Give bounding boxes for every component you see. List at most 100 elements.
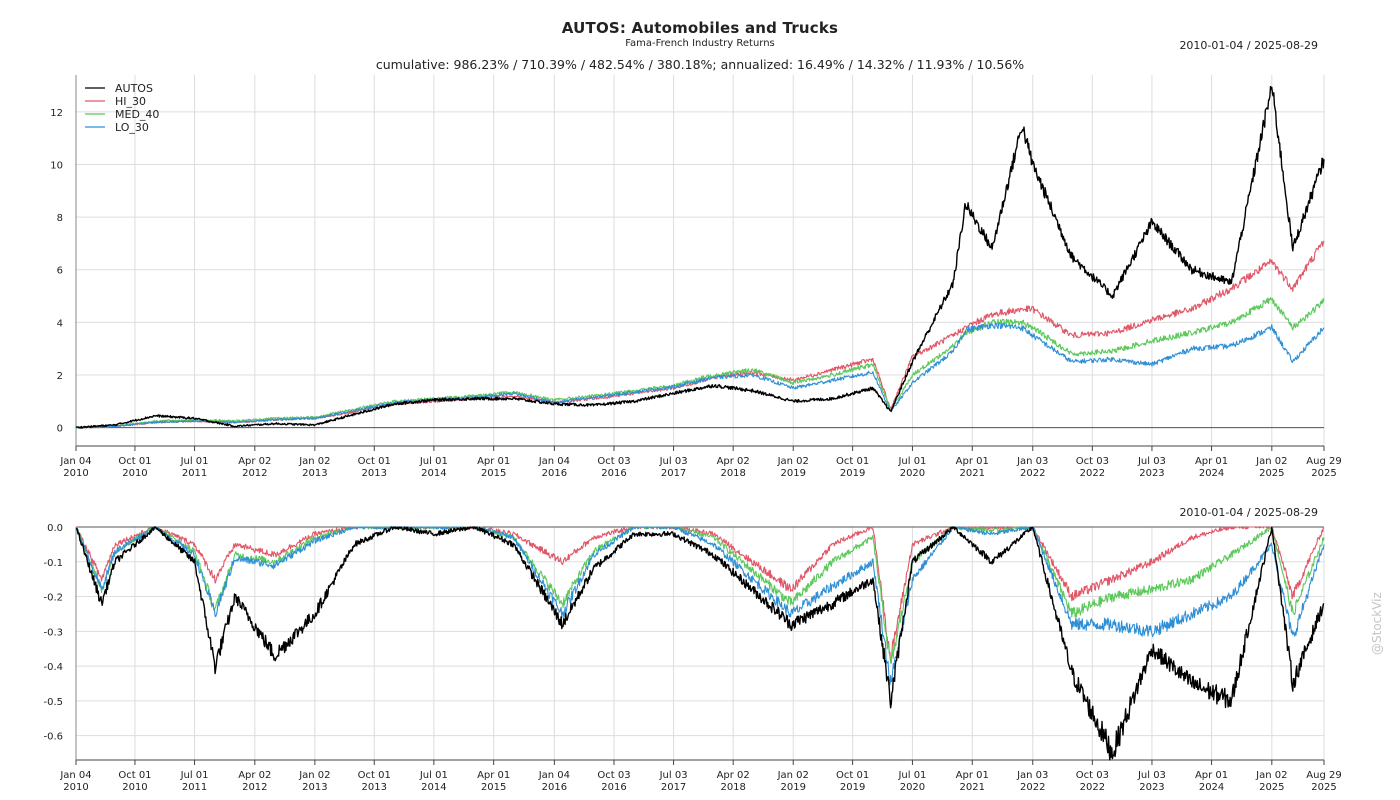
- x-tick-year-label: 2011: [182, 468, 207, 479]
- x-tick-label: Aug 29: [1306, 770, 1341, 781]
- x-tick-year-label: 2016: [601, 782, 626, 793]
- x-tick-year-label: 2023: [1139, 782, 1164, 793]
- x-tick-year-label: 2020: [900, 782, 925, 793]
- legend-label: LO_30: [115, 121, 149, 134]
- y-tick-label: 10: [50, 160, 63, 171]
- x-tick-label: Apr 01: [1195, 456, 1228, 467]
- x-tick-year-label: 2012: [242, 782, 267, 793]
- x-tick-year-label: 2013: [362, 468, 387, 479]
- legend-label: MED_40: [115, 108, 159, 121]
- series-line-hi-30: [76, 526, 1325, 664]
- series-line-med-40: [75, 526, 1325, 664]
- series-line-lo-30: [75, 322, 1325, 429]
- y-tick-label: -0.6: [43, 732, 63, 743]
- x-tick-label: Oct 01: [118, 456, 151, 467]
- x-tick-label: Aug 29: [1306, 456, 1341, 467]
- x-tick-year-label: 2025: [1259, 468, 1284, 479]
- x-tick-year-label: 2010: [122, 782, 147, 793]
- y-tick-label: 12: [50, 108, 63, 119]
- x-tick-label: Jul 01: [419, 770, 448, 781]
- x-tick-label: Oct 03: [1076, 770, 1109, 781]
- x-tick-year-label: 2010: [122, 468, 147, 479]
- x-tick-year-label: 2021: [960, 782, 985, 793]
- x-tick-label: Oct 01: [118, 770, 151, 781]
- x-tick-label: Jul 01: [419, 456, 448, 467]
- x-tick-year-label: 2016: [542, 782, 567, 793]
- x-tick-label: Oct 03: [597, 456, 630, 467]
- x-tick-year-label: 2021: [960, 468, 985, 479]
- x-tick-label: Jan 04: [59, 770, 91, 781]
- x-tick-year-label: 2011: [182, 782, 207, 793]
- x-tick-year-label: 2024: [1199, 468, 1224, 479]
- x-tick-label: Jul 01: [897, 456, 926, 467]
- x-tick-year-label: 2025: [1311, 782, 1336, 793]
- x-tick-label: Jul 01: [180, 456, 209, 467]
- x-tick-label: Jan 02: [298, 456, 330, 467]
- x-tick-label: Jan 03: [1016, 456, 1048, 467]
- x-tick-label: Apr 01: [477, 456, 510, 467]
- x-tick-label: Jan 02: [1255, 770, 1287, 781]
- x-tick-year-label: 2019: [840, 782, 865, 793]
- y-tick-label: -0.2: [43, 593, 63, 604]
- x-tick-year-label: 2017: [661, 782, 686, 793]
- x-tick-year-label: 2014: [421, 782, 446, 793]
- x-tick-year-label: 2022: [1020, 782, 1045, 793]
- y-tick-label: -0.5: [43, 697, 63, 708]
- x-tick-year-label: 2014: [421, 468, 446, 479]
- x-tick-label: Apr 02: [238, 456, 271, 467]
- x-tick-year-label: 2025: [1311, 468, 1336, 479]
- y-tick-label: 8: [57, 213, 63, 224]
- x-tick-year-label: 2016: [542, 468, 567, 479]
- x-tick-label: Oct 01: [836, 770, 869, 781]
- series-line-autos: [75, 85, 1325, 429]
- x-tick-label: Apr 01: [477, 770, 510, 781]
- y-tick-label: 2: [57, 371, 63, 382]
- x-tick-year-label: 2013: [362, 782, 387, 793]
- y-tick-label: -0.1: [43, 558, 63, 569]
- x-tick-year-label: 2022: [1080, 782, 1105, 793]
- x-tick-year-label: 2020: [900, 468, 925, 479]
- x-tick-label: Jul 03: [1137, 770, 1166, 781]
- x-tick-year-label: 2013: [302, 468, 327, 479]
- x-tick-year-label: 2019: [781, 782, 806, 793]
- x-tick-year-label: 2016: [601, 468, 626, 479]
- x-tick-year-label: 2018: [720, 782, 745, 793]
- series-line-hi-30: [75, 240, 1325, 429]
- x-tick-label: Jan 02: [1255, 456, 1287, 467]
- x-tick-label: Jan 04: [538, 770, 570, 781]
- x-tick-label: Oct 01: [836, 456, 869, 467]
- x-tick-label: Oct 01: [358, 770, 391, 781]
- series-line-lo-30: [75, 526, 1325, 686]
- x-tick-year-label: 2017: [661, 468, 686, 479]
- returns-summary: cumulative: 986.23% / 710.39% / 482.54% …: [375, 57, 1025, 72]
- x-tick-year-label: 2022: [1080, 468, 1105, 479]
- date-range-top: 2010-01-04 / 2025-08-29: [1179, 39, 1318, 52]
- x-tick-year-label: 2023: [1139, 468, 1164, 479]
- x-tick-label: Apr 01: [1195, 770, 1228, 781]
- x-tick-year-label: 2015: [481, 468, 506, 479]
- x-tick-label: Jul 03: [659, 770, 688, 781]
- x-tick-year-label: 2022: [1020, 468, 1045, 479]
- x-tick-label: Oct 03: [1076, 456, 1109, 467]
- chart-title: AUTOS: Automobiles and Trucks: [561, 19, 839, 37]
- x-tick-year-label: 2010: [63, 468, 88, 479]
- legend-label: HI_30: [115, 95, 146, 108]
- x-tick-label: Apr 02: [717, 456, 750, 467]
- y-tick-label: 6: [57, 266, 63, 277]
- y-tick-label: 4: [57, 318, 63, 329]
- x-tick-label: Jul 01: [180, 770, 209, 781]
- y-tick-label: 0: [57, 424, 63, 435]
- x-tick-year-label: 2015: [481, 782, 506, 793]
- x-tick-label: Jan 04: [538, 456, 570, 467]
- x-tick-label: Jan 02: [777, 770, 809, 781]
- y-tick-label: 0.0: [47, 523, 63, 534]
- x-tick-label: Oct 03: [597, 770, 630, 781]
- x-tick-label: Jan 02: [298, 770, 330, 781]
- x-tick-label: Apr 01: [956, 770, 989, 781]
- x-tick-year-label: 2010: [63, 782, 88, 793]
- y-tick-label: -0.4: [43, 662, 63, 673]
- y-tick-label: -0.3: [43, 627, 63, 638]
- chart-subtitle: Fama-French Industry Returns: [625, 38, 775, 49]
